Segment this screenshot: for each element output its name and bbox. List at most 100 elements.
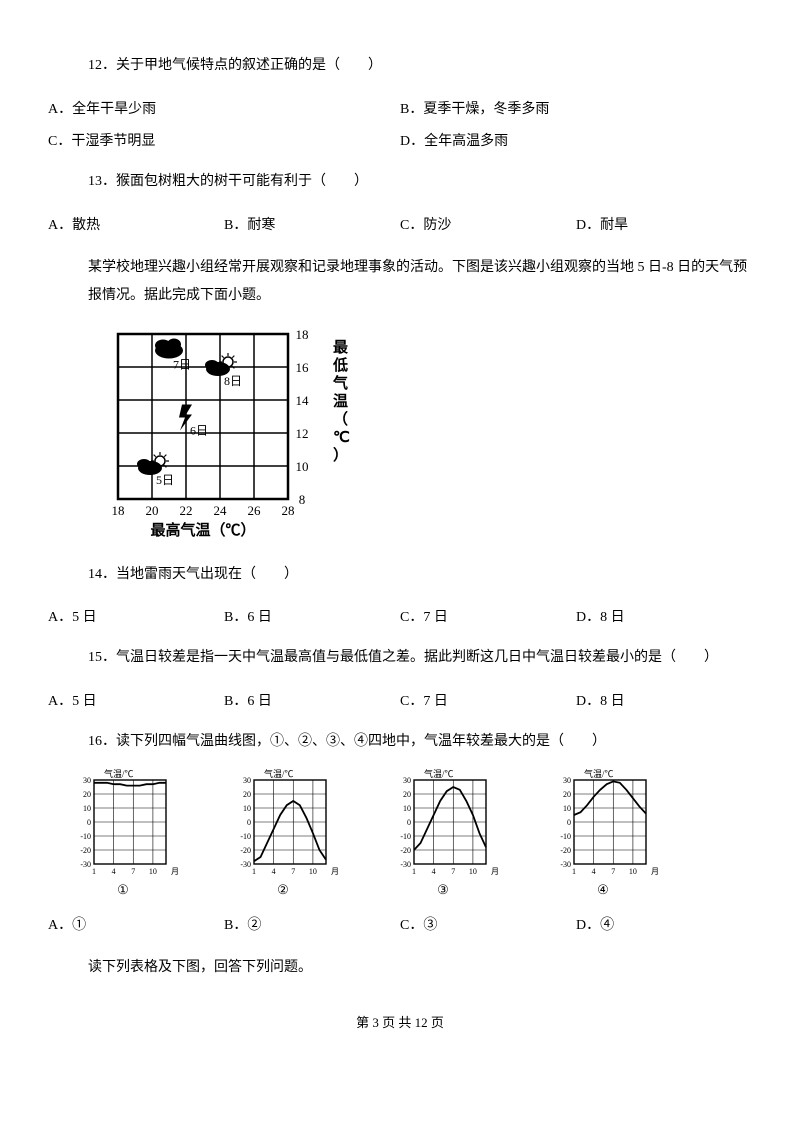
q15-opt-c: C．7 日 (400, 684, 576, 716)
question-16: 16．读下列四幅气温曲线图，①、②、③、④四地中，气温年较差最大的是（ ） (88, 730, 752, 754)
svg-text:温: 温 (333, 393, 348, 410)
svg-text:4: 4 (112, 867, 116, 876)
svg-text:1: 1 (92, 867, 96, 876)
svg-text:4: 4 (272, 867, 276, 876)
passage-weather: 某学校地理兴趣小组经常开展观察和记录地理事象的活动。下图是该兴趣小组观察的当地 … (88, 254, 752, 310)
svg-text:10: 10 (243, 804, 251, 813)
temp-chart-2: 气温/℃-30-20-10010203014710月 ② (228, 768, 338, 898)
svg-text:1: 1 (572, 867, 576, 876)
q14-opt-c: C．7 日 (400, 600, 576, 632)
svg-text:14: 14 (296, 393, 310, 408)
svg-text:-10: -10 (80, 832, 91, 841)
svg-text:10: 10 (629, 867, 637, 876)
q16-opt-c: C．③ (400, 908, 576, 940)
svg-text:-30: -30 (240, 860, 251, 869)
svg-text:20: 20 (403, 790, 411, 799)
svg-text:-10: -10 (240, 832, 251, 841)
svg-text:最: 最 (333, 338, 349, 356)
q12-opt-d: D．全年高温多雨 (400, 124, 752, 156)
svg-text:月: 月 (171, 867, 178, 876)
svg-text:6日: 6日 (190, 423, 208, 437)
q15-opt-d: D．8 日 (576, 684, 752, 716)
svg-text:12: 12 (296, 426, 309, 441)
svg-text:8日: 8日 (224, 374, 242, 388)
svg-text:℃: ℃ (333, 430, 350, 446)
svg-text:-20: -20 (240, 846, 251, 855)
svg-text:10: 10 (469, 867, 477, 876)
q16-opt-d: D．④ (576, 908, 752, 940)
svg-text:22: 22 (180, 503, 193, 518)
svg-text:4: 4 (592, 867, 596, 876)
svg-text:月: 月 (491, 867, 498, 876)
svg-text:-20: -20 (400, 846, 411, 855)
q14-opt-b: B．6 日 (224, 600, 400, 632)
question-12: 12．关于甲地气候特点的叙述正确的是（ ） (88, 54, 752, 78)
q13-opt-a: A．散热 (48, 208, 224, 240)
svg-text:8: 8 (299, 492, 306, 507)
svg-text:-20: -20 (80, 846, 91, 855)
q16-options: A．① B．② C．③ D．④ (48, 908, 752, 940)
question-14: 14．当地雷雨天气出现在（ ） (88, 563, 752, 587)
q14-options: A．5 日 B．6 日 C．7 日 D．8 日 (48, 600, 752, 632)
svg-text:-30: -30 (80, 860, 91, 869)
svg-text:7日: 7日 (173, 357, 191, 371)
svg-text:30: 30 (563, 776, 571, 785)
page-footer: 第 3 页 共 12 页 (48, 1012, 752, 1031)
svg-text:10: 10 (309, 867, 317, 876)
svg-text:-30: -30 (400, 860, 411, 869)
svg-text:气温/℃: 气温/℃ (264, 768, 294, 779)
temp-chart-3-label: ③ (437, 882, 449, 898)
svg-text:26: 26 (248, 503, 262, 518)
q15-opt-b: B．6 日 (224, 684, 400, 716)
weather-chart: 18202224262881012141618最低气温（℃）最高气温（℃）5日6… (88, 324, 752, 549)
svg-text:10: 10 (149, 867, 157, 876)
q14-opt-a: A．5 日 (48, 600, 224, 632)
svg-text:（: （ (333, 410, 348, 428)
q16-opt-b: B．② (224, 908, 400, 940)
q13-opt-b: B．耐寒 (224, 208, 400, 240)
temp-chart-1-label: ① (117, 882, 129, 898)
temp-charts-row: 气温/℃-30-20-10010203014710月 ① 气温/℃-30-20-… (68, 768, 752, 898)
svg-text:10: 10 (296, 459, 309, 474)
temp-chart-3: 气温/℃-30-20-10010203014710月 ③ (388, 768, 498, 898)
svg-text:7: 7 (611, 867, 615, 876)
svg-text:20: 20 (146, 503, 159, 518)
q12-opt-b: B．夏季干燥，冬季多雨 (400, 92, 752, 124)
svg-text:月: 月 (331, 867, 338, 876)
temp-chart-1: 气温/℃-30-20-10010203014710月 ① (68, 768, 178, 898)
q13-opt-d: D．耐旱 (576, 208, 752, 240)
q15-options: A．5 日 B．6 日 C．7 日 D．8 日 (48, 684, 752, 716)
svg-text:16: 16 (296, 360, 310, 375)
svg-text:5日: 5日 (156, 473, 174, 487)
svg-text:1: 1 (252, 867, 256, 876)
svg-text:-20: -20 (560, 846, 571, 855)
svg-text:7: 7 (451, 867, 455, 876)
svg-text:24: 24 (214, 503, 228, 518)
svg-text:20: 20 (243, 790, 251, 799)
question-13: 13．猴面包树粗大的树干可能有利于（ ） (88, 170, 752, 194)
svg-text:7: 7 (131, 867, 135, 876)
q13-options: A．散热 B．耐寒 C．防沙 D．耐旱 (48, 208, 752, 240)
temp-chart-2-label: ② (277, 882, 289, 898)
svg-text:气温/℃: 气温/℃ (584, 768, 614, 779)
svg-text:30: 30 (83, 776, 91, 785)
svg-text:气温/℃: 气温/℃ (104, 768, 134, 779)
svg-text:0: 0 (247, 818, 251, 827)
svg-text:10: 10 (563, 804, 571, 813)
passage-table: 读下列表格及下图，回答下列问题。 (88, 954, 752, 982)
svg-text:1: 1 (412, 867, 416, 876)
svg-text:-10: -10 (400, 832, 411, 841)
svg-text:20: 20 (563, 790, 571, 799)
svg-text:-30: -30 (560, 860, 571, 869)
svg-text:4: 4 (432, 867, 436, 876)
q12-opt-c: C．干湿季节明显 (48, 124, 400, 156)
svg-text:0: 0 (87, 818, 91, 827)
svg-text:18: 18 (296, 327, 309, 342)
svg-text:20: 20 (83, 790, 91, 799)
svg-text:0: 0 (567, 818, 571, 827)
q14-opt-d: D．8 日 (576, 600, 752, 632)
q16-opt-a: A．① (48, 908, 224, 940)
svg-text:气: 气 (332, 374, 348, 392)
svg-text:月: 月 (651, 867, 658, 876)
q13-opt-c: C．防沙 (400, 208, 576, 240)
